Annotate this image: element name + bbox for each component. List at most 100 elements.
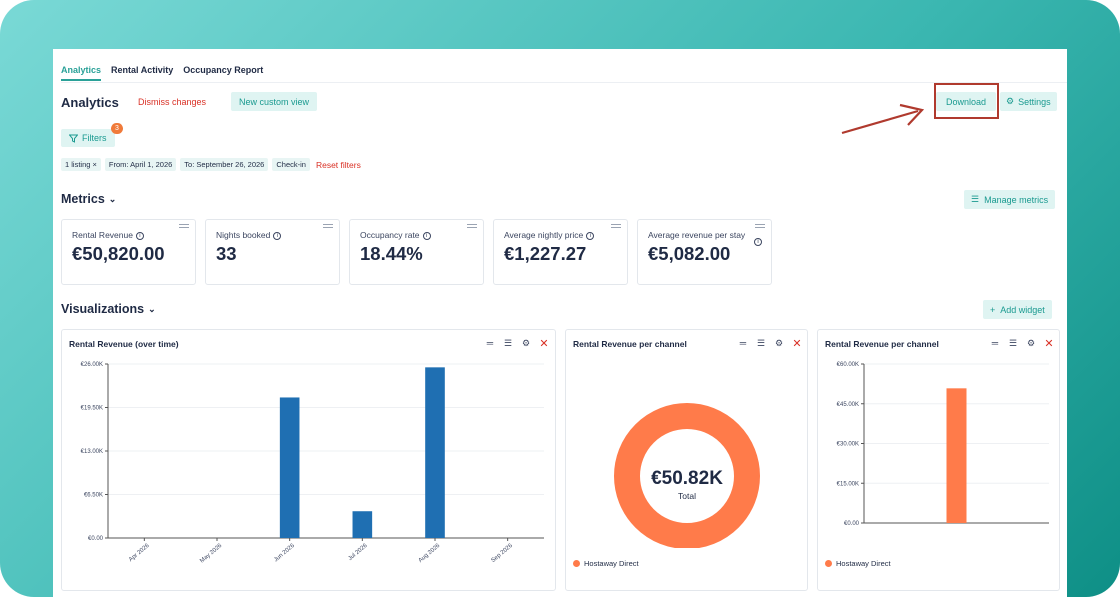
donut-slice <box>614 403 760 548</box>
y-tick-label: €60.00K <box>837 362 859 368</box>
chip-close-icon[interactable]: × <box>92 160 97 169</box>
list-icon: ☰ <box>971 194 980 204</box>
metric-label: Average revenue per stay <box>648 230 746 240</box>
metric-card-average-nightly-price: Average nightly price i €1,227.27 <box>493 219 628 285</box>
add-widget-button[interactable]: + Add widget <box>983 300 1052 319</box>
info-icon[interactable]: i <box>754 238 762 246</box>
visualizations-title: Visualizations <box>61 302 145 316</box>
tab-occupancy-report[interactable]: Occupancy Report <box>183 65 264 75</box>
add-widget-label: Add widget <box>1000 304 1045 315</box>
filter-chips: 1 listing × From: April 1, 2026 To: Sept… <box>61 158 361 171</box>
widget-title: Rental Revenue per channel <box>573 339 687 349</box>
metric-card-average-revenue-per-stay: Average revenue per stay i €5,082.00 <box>637 219 772 285</box>
metric-label: Rental Revenue <box>72 230 133 240</box>
list-icon[interactable]: ☰ <box>1008 337 1018 348</box>
bar <box>352 511 373 538</box>
filters-label: Filters <box>82 133 107 143</box>
chip-check-in[interactable]: Check-in <box>272 158 310 171</box>
download-button[interactable]: Download <box>936 92 996 111</box>
donut-center-value: €50.82K <box>651 468 723 489</box>
list-icon[interactable]: ☰ <box>503 337 513 348</box>
chevron-down-icon: ⌄ <box>148 303 156 314</box>
new-custom-view-button[interactable]: New custom view <box>231 92 318 111</box>
metric-value: €50,820.00 <box>72 243 165 264</box>
tab-analytics[interactable]: Analytics <box>61 65 102 81</box>
gear-icon[interactable]: ⚙ <box>521 337 531 348</box>
settings-button[interactable]: ⚙ Settings <box>1000 92 1057 111</box>
bar <box>425 367 445 538</box>
x-tick-label: Apr 2026 <box>128 543 151 564</box>
x-tick-label: May 2026 <box>199 543 224 565</box>
metrics-heading[interactable]: Metrics ⌄ <box>61 192 116 206</box>
drag-handle-icon[interactable] <box>323 224 333 228</box>
close-icon[interactable]: ✕ <box>1044 337 1054 350</box>
gear-icon: ⚙ <box>1006 96 1015 106</box>
gear-icon[interactable]: ⚙ <box>774 337 784 348</box>
annotation-arrow-icon <box>841 103 925 135</box>
filter-icon <box>69 134 78 143</box>
tab-rental-activity[interactable]: Rental Activity <box>111 65 174 75</box>
x-tick-label: Jun 2026 <box>273 543 296 564</box>
x-tick-label: Sep 2026 <box>490 543 514 565</box>
widget-revenue-over-time: Rental Revenue (over time) ═ ☰ ⚙ ✕ €0.00… <box>61 329 556 591</box>
visualizations-heading[interactable]: Visualizations ⌄ <box>61 302 156 316</box>
legend-swatch <box>825 560 832 567</box>
widget-title: Rental Revenue (over time) <box>69 339 179 349</box>
legend-swatch <box>573 560 580 567</box>
drag-handle-icon[interactable]: ═ <box>739 338 747 348</box>
y-tick-label: €30.00K <box>837 442 859 448</box>
metric-value: €1,227.27 <box>504 243 587 264</box>
drag-handle-icon[interactable]: ═ <box>486 338 494 348</box>
x-tick-label: Jul 2026 <box>347 543 369 563</box>
chevron-down-icon: ⌄ <box>108 193 117 204</box>
drag-handle-icon[interactable] <box>179 224 189 228</box>
widget-revenue-per-channel-donut: Rental Revenue per channel ═ ☰ ⚙ ✕ €50.8… <box>565 329 808 591</box>
drag-handle-icon[interactable] <box>467 224 477 228</box>
revenue-over-time-chart: €0.00 €6.50K €13.00K €19.50K €26.00K Apr 2026… <box>81 362 544 565</box>
y-tick-label: €45.00K <box>837 402 859 408</box>
metrics-title: Metrics <box>61 192 105 206</box>
widget-title: Rental Revenue per channel <box>825 339 939 349</box>
metric-value: 33 <box>216 243 237 264</box>
bar <box>279 397 300 538</box>
drag-handle-icon[interactable] <box>755 224 765 228</box>
chip-from-date[interactable]: From: April 1, 2026 <box>104 158 177 171</box>
info-icon[interactable]: i <box>586 231 595 240</box>
legend-label: Hostaway Direct <box>584 559 639 568</box>
y-tick-label: €15.00K <box>837 481 859 487</box>
chip-listing[interactable]: 1 listing × <box>61 158 101 171</box>
metric-label: Average nightly price <box>504 230 584 240</box>
close-icon[interactable]: ✕ <box>539 337 549 350</box>
y-tick-label: €6.50K <box>84 493 103 499</box>
chip-to-date[interactable]: To: September 26, 2026 <box>180 158 269 171</box>
y-tick-label: €13.00K <box>81 449 103 455</box>
drag-handle-icon[interactable]: ═ <box>991 338 999 348</box>
list-icon[interactable]: ☰ <box>756 337 766 348</box>
metric-card-occupancy-rate: Occupancy rate i 18.44% <box>349 219 484 285</box>
info-icon[interactable]: i <box>135 231 144 240</box>
metric-card-rental-revenue: Rental Revenue i €50,820.00 <box>61 219 196 285</box>
info-icon[interactable]: i <box>273 231 282 240</box>
widget-toolbar: ═ ☰ ⚙ ✕ <box>485 337 549 350</box>
legend-label: Hostaway Direct <box>836 559 891 568</box>
manage-metrics-button[interactable]: ☰ Manage metrics <box>964 190 1056 209</box>
gear-icon[interactable]: ⚙ <box>1026 337 1036 348</box>
download-highlight-box <box>934 83 999 119</box>
close-icon[interactable]: ✕ <box>792 337 802 350</box>
x-tick-label: Aug 2026 <box>418 543 442 565</box>
info-icon[interactable]: i <box>422 231 431 240</box>
reset-filters-link[interactable]: Reset filters <box>315 159 361 170</box>
drag-handle-icon[interactable] <box>611 224 621 228</box>
dismiss-changes-button[interactable]: Dismiss changes <box>138 97 207 107</box>
widget-revenue-per-channel-bar: Rental Revenue per channel ═ ☰ ⚙ ✕ €0.00… <box>817 329 1060 591</box>
y-tick-label: €0.00 <box>88 536 104 542</box>
filters-button[interactable]: Filters <box>61 129 115 147</box>
y-tick-label: €0.00 <box>844 521 860 527</box>
filter-count-badge: 3 <box>111 123 123 134</box>
metric-card-nights-booked: Nights booked i 33 <box>205 219 340 285</box>
settings-label: Settings <box>1018 96 1051 107</box>
y-tick-label: €19.50K <box>81 406 103 412</box>
page-title: Analytics <box>61 95 119 110</box>
metric-label: Occupancy rate <box>360 230 420 240</box>
